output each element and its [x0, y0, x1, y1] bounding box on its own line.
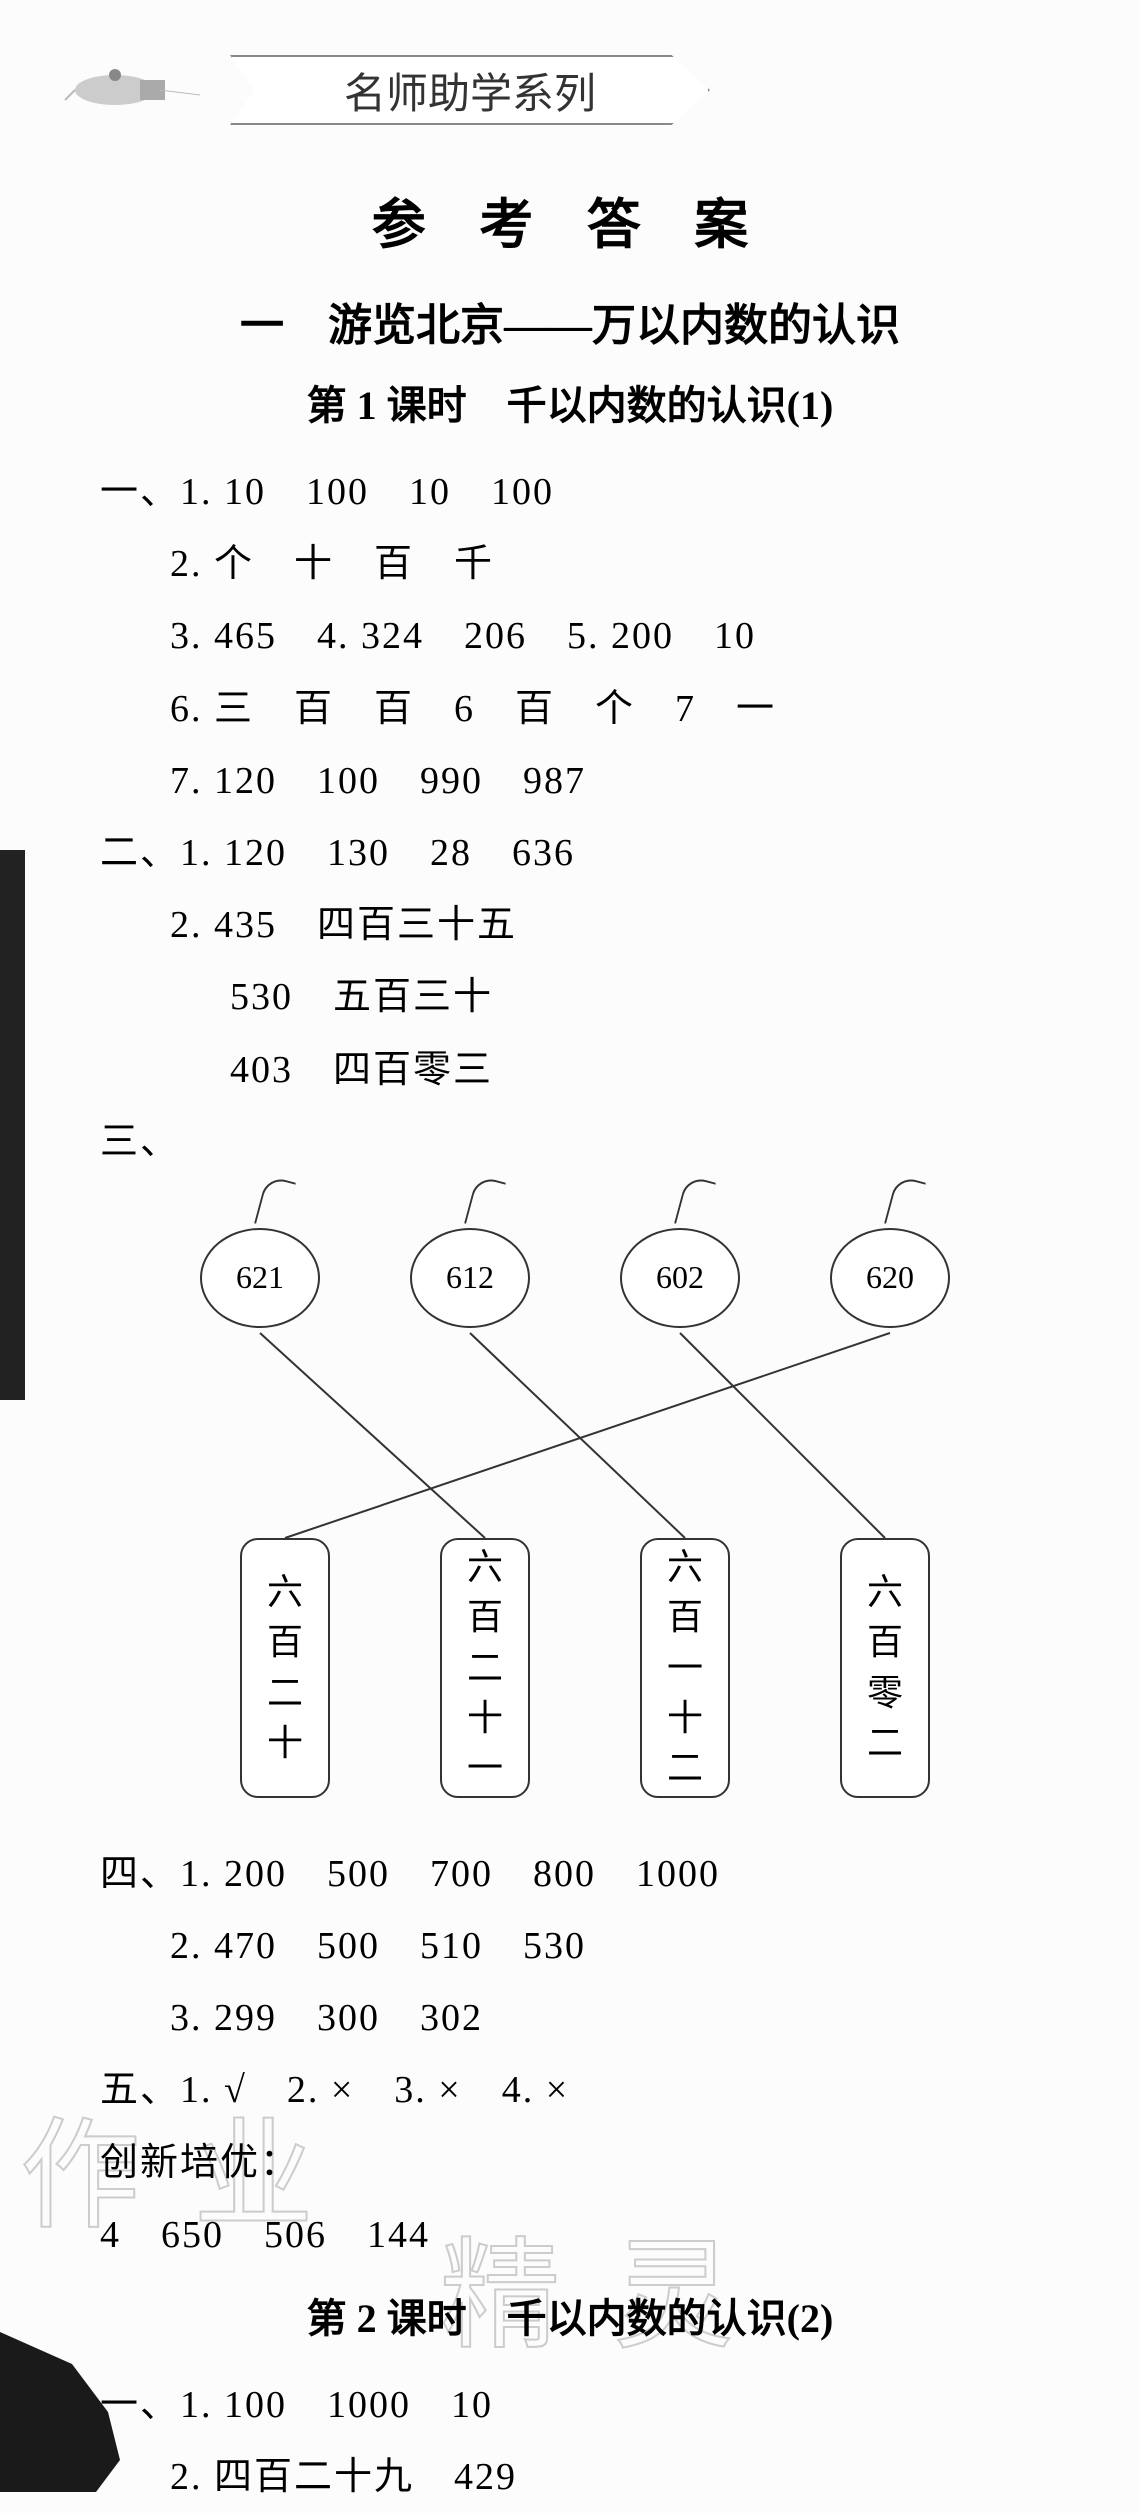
answer-line: 一、1. 100 1000 10: [100, 2369, 1080, 2441]
answer-line: 四、1. 200 500 700 800 1000: [100, 1838, 1080, 1910]
box-char: 一: [467, 1743, 503, 1793]
scan-edge-artifact: [0, 850, 25, 1400]
box-char: 零: [867, 1668, 903, 1718]
cherry-value: 612: [410, 1228, 530, 1328]
box-char: 二: [867, 1718, 903, 1768]
cherry-stem: [464, 1175, 506, 1231]
cherry-value: 621: [200, 1228, 320, 1328]
box-char: 二: [267, 1668, 303, 1718]
answer-line: 530 五百三十: [230, 961, 1080, 1033]
cx-label: 创新培优：: [100, 2127, 1080, 2199]
lesson2-title: 第 2 课时 千以内数的认识(2): [60, 2286, 1080, 2344]
box-char: 百: [867, 1617, 903, 1667]
match-line: [680, 1333, 885, 1538]
matching-diagram: 621612602620 六百二十六百二十一六百一十二六百零二: [140, 1198, 1040, 1818]
match-line: [470, 1333, 685, 1538]
box-char: 六: [867, 1567, 903, 1617]
cx-answer: 4 650 506 144: [100, 2199, 1080, 2271]
box-char: 百: [267, 1617, 303, 1667]
cherry-stem: [884, 1175, 926, 1231]
box-char: 六: [667, 1542, 703, 1592]
answer-line: 7. 120 100 990 987: [170, 745, 1080, 817]
lesson1-title: 第 1 课时 千以内数的认识(1): [60, 373, 1080, 431]
header-banner: 名师助学系列: [60, 30, 1080, 150]
answer-line: 2. 470 500 510 530: [170, 1910, 1080, 1982]
box-char: 十: [667, 1693, 703, 1743]
scan-corner-artifact: [0, 2332, 120, 2492]
main-title: 参 考 答 案: [60, 180, 1080, 259]
chinese-number-box: 六百二十: [240, 1538, 330, 1798]
chinese-number-box: 六百二十一: [440, 1538, 530, 1798]
cherry-stem: [674, 1175, 716, 1231]
box-char: 百: [467, 1592, 503, 1642]
cherry-value: 602: [620, 1228, 740, 1328]
cherry-node: 620: [830, 1198, 960, 1338]
answer-line: 2. 435 四百三十五: [170, 889, 1080, 961]
answer-line: 6. 三 百 百 6 百 个 7 一: [170, 673, 1080, 745]
box-char: 百: [667, 1592, 703, 1642]
box-char: 六: [467, 1542, 503, 1592]
unit-title: 一 游览北京——万以内数的认识: [60, 289, 1080, 353]
answer-line: 二、1. 120 130 28 636: [100, 817, 1080, 889]
answer-line: 3. 299 300 302: [170, 1982, 1080, 2054]
answer-line: 3. 465 4. 324 206 5. 200 10: [170, 600, 1080, 672]
plane-icon: [60, 40, 200, 120]
box-char: 一: [667, 1643, 703, 1693]
cherry-node: 602: [620, 1198, 750, 1338]
cherry-value: 620: [830, 1228, 950, 1328]
banner-text: 名师助学系列: [344, 60, 596, 121]
chinese-number-box: 六百一十二: [640, 1538, 730, 1798]
answer-line: 2. 四百二十九 429: [170, 2441, 1080, 2513]
chinese-number-box: 六百零二: [840, 1538, 930, 1798]
box-char: 十: [467, 1693, 503, 1743]
banner-ribbon: 名师助学系列: [230, 55, 710, 125]
answer-line: 2. 个 十 百 千: [170, 528, 1080, 600]
cherry-node: 612: [410, 1198, 540, 1338]
answer-line: 五、1. √ 2. × 3. × 4. ×: [100, 2054, 1080, 2126]
cherry-node: 621: [200, 1198, 330, 1338]
match-line: [260, 1333, 485, 1538]
box-char: 十: [267, 1718, 303, 1768]
answer-line: 一、1. 10 100 10 100: [100, 456, 1080, 528]
box-char: 二: [667, 1743, 703, 1793]
box-char: 六: [267, 1567, 303, 1617]
box-char: 二: [467, 1643, 503, 1693]
cherry-stem: [254, 1175, 296, 1231]
section3-label: 三、: [100, 1106, 180, 1178]
answer-line: 403 四百零三: [230, 1034, 1080, 1106]
match-line: [285, 1333, 890, 1538]
